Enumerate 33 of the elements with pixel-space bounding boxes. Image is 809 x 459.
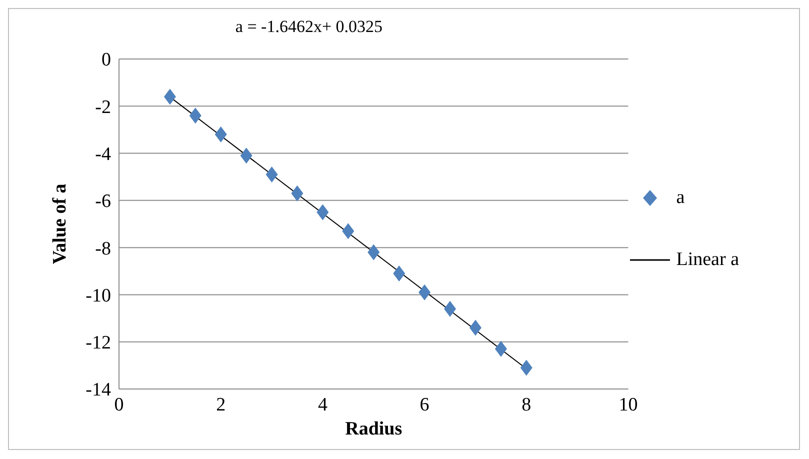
y-tick-label: 0 <box>102 50 111 71</box>
y-tick-label: -14 <box>86 380 112 401</box>
point <box>316 204 329 220</box>
y-tick-label: -2 <box>95 96 111 118</box>
point <box>291 185 304 202</box>
x-tick-label: 2 <box>216 394 226 416</box>
x-axis-title: Radius <box>345 418 402 440</box>
point <box>494 340 507 357</box>
point <box>266 166 278 182</box>
x-tick-label: 6 <box>420 394 430 416</box>
x-tick-label: 8 <box>522 394 532 416</box>
y-tick-label: -12 <box>86 332 111 354</box>
point <box>393 266 406 282</box>
point <box>189 108 202 124</box>
legend-label: a <box>676 187 685 209</box>
y-tick-label: -4 <box>95 144 112 166</box>
chart-title: a = -1.6462x+ 0.0325 <box>234 17 384 37</box>
point <box>444 300 456 317</box>
point <box>520 360 532 376</box>
point <box>164 88 176 105</box>
legend-label: Linear a <box>676 249 739 271</box>
x-tick-label: 10 <box>618 394 638 416</box>
y-tick-label: -10 <box>86 285 111 306</box>
y-tick-label: -6 <box>95 191 111 212</box>
point <box>368 244 380 260</box>
y-axis-title: Value of a <box>50 183 71 264</box>
point <box>418 284 431 300</box>
point <box>469 320 482 336</box>
point <box>342 223 354 240</box>
point <box>240 148 252 164</box>
point <box>214 126 227 142</box>
x-tick-label: 4 <box>318 394 328 416</box>
y-tick-label: -8 <box>95 238 111 260</box>
